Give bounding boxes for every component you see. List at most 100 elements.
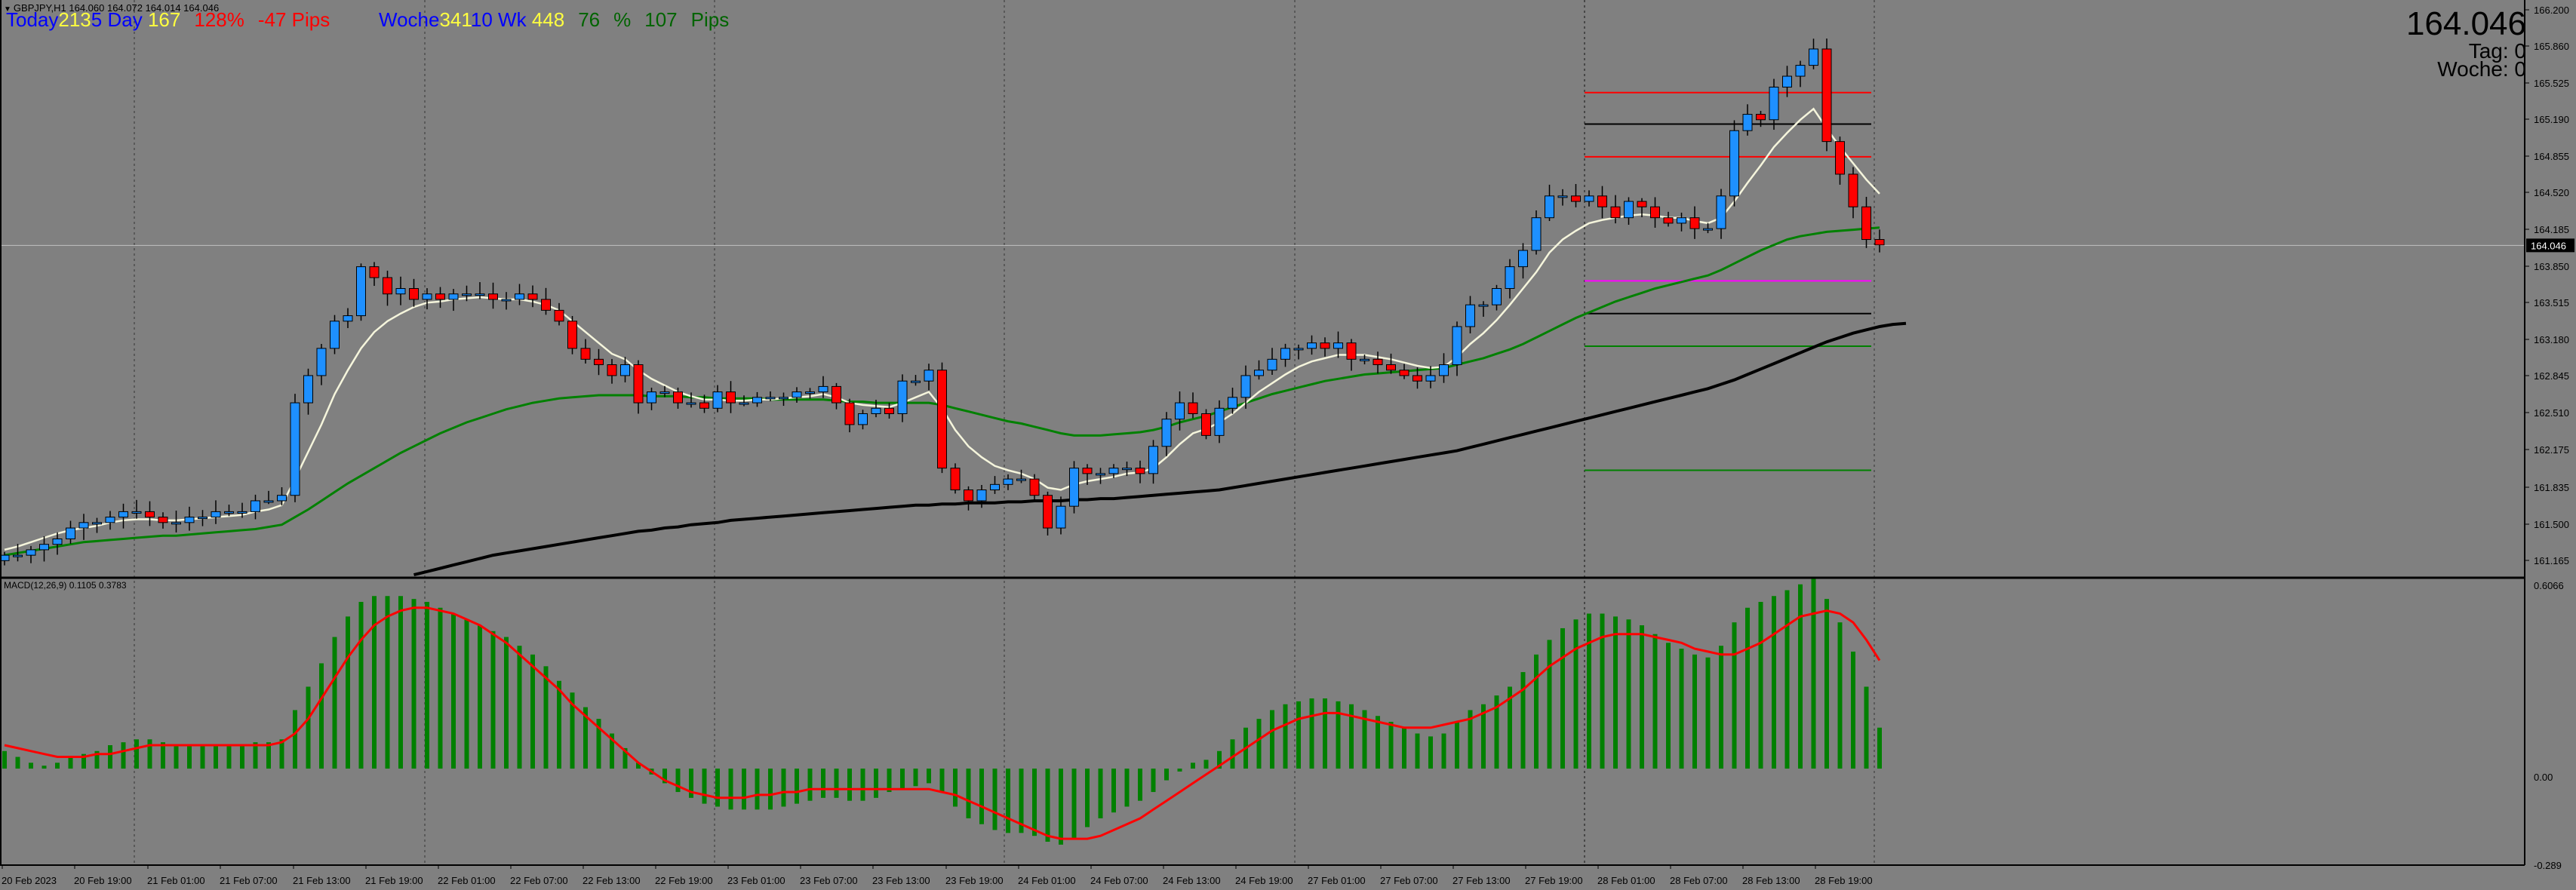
macd-bar (1177, 769, 1182, 772)
candle-body (501, 299, 512, 302)
macd-bar (913, 769, 918, 787)
candle-body (884, 407, 894, 414)
macd-bar (1217, 750, 1222, 769)
macd-bar (781, 769, 786, 807)
macd-bar (293, 710, 297, 769)
time-tick-label: 27 Feb 19:00 (1525, 875, 1583, 886)
time-grid (134, 0, 1875, 865)
candle-body (1201, 413, 1211, 436)
macd-bar (610, 733, 614, 769)
candle-body (330, 321, 340, 349)
candle-body (964, 490, 973, 502)
macd-axis: 0.6066 0.00 -0.289 (2534, 580, 2564, 871)
candle-body (1835, 141, 1845, 175)
candle-body (1663, 217, 1674, 224)
macd-bar (1203, 760, 1209, 769)
macd-bar (1138, 769, 1142, 801)
macd-bar (992, 769, 998, 830)
candle-body (659, 391, 670, 394)
macd-bar (1388, 722, 1394, 769)
candle-body (237, 511, 247, 514)
candle-body (448, 293, 459, 300)
price-box: 164.046 Tag: 0 Woche: 0 (2406, 6, 2526, 81)
macd-tick-label: 0.00 (2534, 772, 2553, 783)
macd-bar (517, 646, 522, 769)
ma-fast-line (4, 107, 1880, 551)
candle-body (990, 483, 1000, 491)
candle-body (1637, 201, 1647, 207)
candle-body (1610, 206, 1621, 219)
symbol-header: ▼ GBPJPY,H1 164.060 164.072 164.014 164.0… (4, 2, 219, 14)
price-tick-label: 162.510 (2534, 407, 2569, 419)
candle-body (1399, 370, 1409, 376)
candle-body (832, 385, 841, 404)
week-label: Woche (379, 8, 440, 31)
candle-body (1756, 114, 1766, 121)
candle-body (1478, 304, 1489, 307)
time-tick-label: 28 Feb 13:00 (1742, 875, 1800, 886)
time-tick-label: 24 Feb 13:00 (1163, 875, 1221, 886)
macd-bar (1798, 584, 1803, 769)
candle-body (290, 402, 300, 496)
ten-week-value: 448 (531, 8, 565, 31)
macd-bar (1296, 701, 1301, 769)
macd-bar (979, 769, 984, 824)
tag-counter: Tag: 0 (2468, 39, 2526, 63)
macd-bar (1098, 769, 1103, 818)
price-axis: 166.200 165.860 165.525 165.190 164.855 164.5… (2525, 5, 2574, 566)
candle-body (435, 293, 445, 300)
macd-bar (1441, 733, 1446, 769)
macd-bar (1811, 578, 1816, 769)
macd-bar (689, 769, 693, 798)
macd-bar (1349, 704, 1354, 769)
macd-bar (108, 745, 112, 769)
macd-bar (768, 769, 773, 810)
candle-body (422, 293, 432, 300)
macd-bar (860, 769, 865, 801)
macd-bar (464, 619, 469, 769)
macd-bar (1587, 613, 1591, 769)
candle-body (369, 266, 380, 278)
candle-body (1175, 402, 1185, 420)
candle-body (673, 391, 683, 404)
macd-bar (1019, 769, 1024, 833)
macd-bar (1824, 599, 1829, 769)
five-day-value: 167 (147, 8, 181, 31)
macd-bar (1468, 710, 1473, 769)
macd-panel (2, 578, 1882, 845)
candle-body (1135, 468, 1145, 474)
candle-body (1122, 468, 1132, 471)
time-tick-label: 22 Feb 19:00 (655, 875, 713, 886)
candle-body (13, 554, 23, 557)
candle-body (1293, 348, 1304, 351)
macd-bar (887, 769, 892, 793)
macd-bar (161, 742, 165, 769)
candle-body (1029, 478, 1040, 496)
candle-body (303, 375, 313, 404)
macd-bar (358, 602, 364, 769)
macd-bar (1534, 654, 1539, 769)
candle-body (1082, 468, 1093, 474)
macd-bar (1151, 769, 1156, 793)
collapse-triangle-icon[interactable]: ▼ (4, 5, 11, 14)
time-tick-label: 28 Feb 07:00 (1670, 875, 1728, 886)
macd-bar (1045, 769, 1050, 842)
candle-body (383, 277, 392, 295)
symbol-info: GBPJPY,H1 164.060 164.072 164.014 164.04… (13, 2, 220, 14)
candle-body (66, 527, 75, 539)
candle-body (1492, 288, 1502, 305)
macd-bar (1164, 769, 1169, 781)
candle-body (1333, 342, 1343, 349)
macd-bar (675, 769, 681, 793)
candle-body (871, 407, 881, 414)
candle-body (184, 517, 195, 523)
woche-counter: Woche: 0 (2437, 57, 2526, 81)
candle-body (950, 468, 961, 491)
macd-bar (1626, 619, 1631, 769)
week-percent-value: 76 (578, 8, 601, 31)
today-pips: -47 Pips (257, 8, 330, 31)
candle-body (580, 348, 591, 360)
candle-body (1412, 375, 1422, 382)
macd-bar (795, 769, 799, 804)
